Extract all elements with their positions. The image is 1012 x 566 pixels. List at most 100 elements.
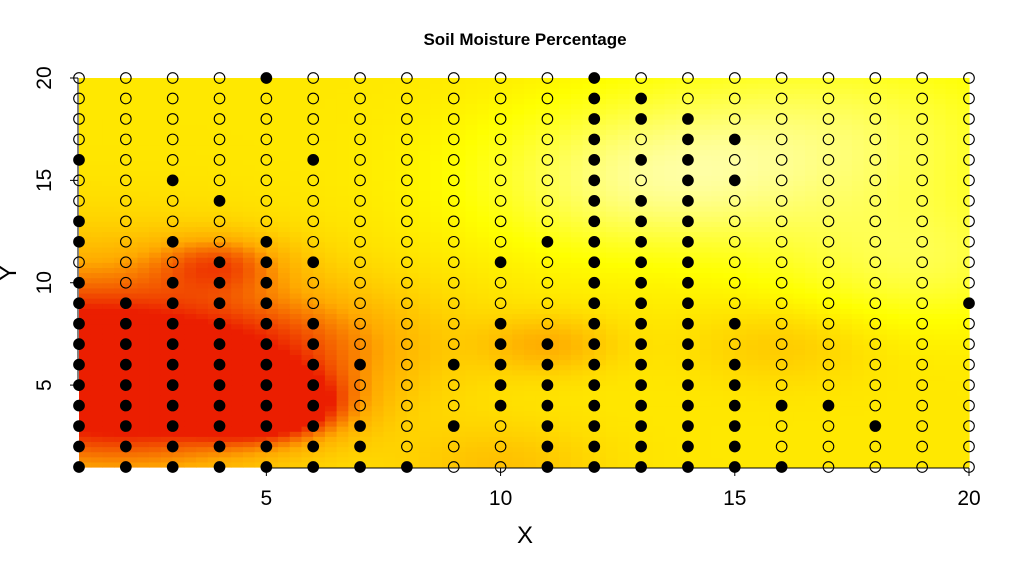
heat-cell [524,129,537,135]
heat-cell [723,108,736,115]
heat-cell [629,93,642,100]
heat-cell [172,170,185,176]
heat-cell [242,446,256,453]
heat-cell [477,328,490,335]
heat-cell [477,129,490,135]
heat-cell [254,287,267,294]
heat-cell [699,190,712,197]
heat-cell [605,175,619,181]
heat-cell [512,180,525,187]
heat-cell [160,236,174,243]
heat-cell [90,221,104,228]
heat-cell [360,349,373,355]
heat-cell [184,364,197,371]
heat-cell [219,246,232,253]
heat-cell [301,451,314,458]
heat-cell [711,354,724,361]
heat-cell [570,236,584,243]
heat-cell [769,190,783,197]
heat-cell [254,118,267,125]
heat-cell [805,298,818,304]
heat-cell [196,83,209,89]
heat-cell [699,262,712,268]
heat-cell [641,103,654,110]
heat-cell [114,241,127,248]
heat-cell [617,139,630,146]
heat-cell [289,354,303,361]
heat-cell [769,318,783,325]
heat-cell [160,374,174,381]
heat-cell [242,272,256,279]
heat-cell [430,339,443,345]
heat-cell [641,303,654,309]
heat-cell [629,246,642,253]
heat-cell [313,267,326,274]
heat-cell [219,98,232,105]
heat-cell [324,165,338,171]
heat-cell [219,241,232,248]
heat-cell [570,400,584,407]
heat-cell [793,241,806,248]
heat-cell [125,313,139,320]
heat-cell [699,175,712,181]
heat-cell [149,88,162,94]
heat-cell [395,339,408,345]
heat-cell [488,359,502,366]
heat-cell [231,385,244,391]
heat-cell [840,298,853,304]
heat-cell [746,165,759,171]
heat-cell [172,103,185,110]
heat-cell [383,98,396,105]
heat-cell [641,200,654,207]
heat-cell [254,374,267,381]
heat-cell [793,108,806,115]
heat-cell [231,180,244,187]
heat-cell [196,262,209,268]
heat-cell [90,415,104,422]
heat-cell [395,333,408,340]
heat-cell [805,246,818,253]
heat-cell [570,103,584,110]
heat-cell [664,323,677,330]
heat-cell [535,190,549,197]
heat-cell [383,216,396,222]
heat-cell [781,78,794,84]
heat-cell [512,113,525,120]
heat-cell [231,200,244,207]
heat-cell [313,339,326,345]
heat-cell [430,344,443,350]
heat-cell [664,236,677,243]
heat-cell [196,139,209,146]
heat-cell [160,170,174,176]
heat-cell [582,354,595,361]
heat-cell [406,415,420,422]
heat-cell [793,374,806,381]
heat-cell [360,200,373,207]
heat-cell [254,436,267,443]
heat-cell [687,318,701,325]
heat-cell [477,436,490,443]
heat-cell [641,339,654,345]
heat-cell [430,124,443,130]
heat-cell [816,313,830,320]
heat-cell [641,461,654,468]
heat-cell [758,339,771,345]
heat-cell [488,333,502,340]
heat-cell [629,108,642,115]
heat-cell [125,144,139,151]
heat-cell [160,318,174,325]
heat-cell [301,78,314,84]
heat-cell [582,205,595,212]
heat-cell [383,328,396,335]
heat-cell [676,205,689,212]
heat-cell [734,374,748,381]
heat-cell [395,185,408,192]
heat-cell [207,395,221,402]
heat-cell [617,267,630,274]
heat-cell [629,124,642,130]
heat-cell [371,205,385,212]
heat-cell [512,149,525,156]
heat-cell [816,175,830,181]
heat-cell [160,390,174,396]
heat-cell [652,200,666,207]
